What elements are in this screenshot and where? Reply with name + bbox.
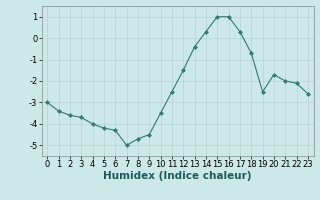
X-axis label: Humidex (Indice chaleur): Humidex (Indice chaleur): [103, 171, 252, 181]
